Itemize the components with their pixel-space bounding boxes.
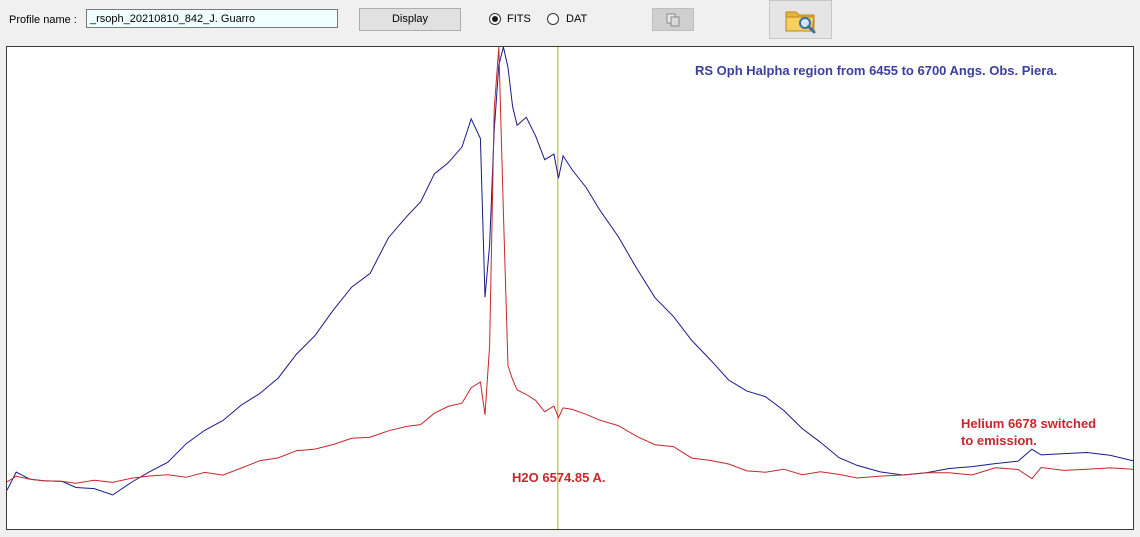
chart-title: RS Oph Halpha region from 6455 to 6700 A… xyxy=(695,63,1058,78)
h2o-annotation: H2O 6574.85 A. xyxy=(512,470,606,485)
toolbar: Profile name : _rsoph_20210810_842_J. Gu… xyxy=(0,0,1140,46)
helium-annotation-line2: to emission. xyxy=(961,433,1037,448)
helium-annotation-line1: Helium 6678 switched xyxy=(961,416,1097,431)
spectrum-plot: RS Oph Halpha region from 6455 to 6700 A… xyxy=(6,46,1134,530)
spectrum-series-blue xyxy=(7,47,1133,496)
folder-search-icon xyxy=(785,11,815,34)
profile-name-label: Profile name : xyxy=(9,14,77,26)
spectrum-svg xyxy=(7,47,1133,529)
open-folder-button[interactable] xyxy=(769,0,832,39)
copy-icon xyxy=(666,13,680,27)
fits-radio[interactable] xyxy=(489,13,501,25)
dat-radio-label: DAT xyxy=(566,13,588,25)
dat-radio[interactable] xyxy=(547,13,559,25)
fits-radio-label: FITS xyxy=(507,13,531,25)
copy-button[interactable] xyxy=(652,8,694,31)
display-button[interactable]: Display xyxy=(359,8,461,31)
spectrum-series-red xyxy=(7,47,1133,484)
profile-name-input[interactable]: _rsoph_20210810_842_J. Guarro xyxy=(86,9,338,28)
